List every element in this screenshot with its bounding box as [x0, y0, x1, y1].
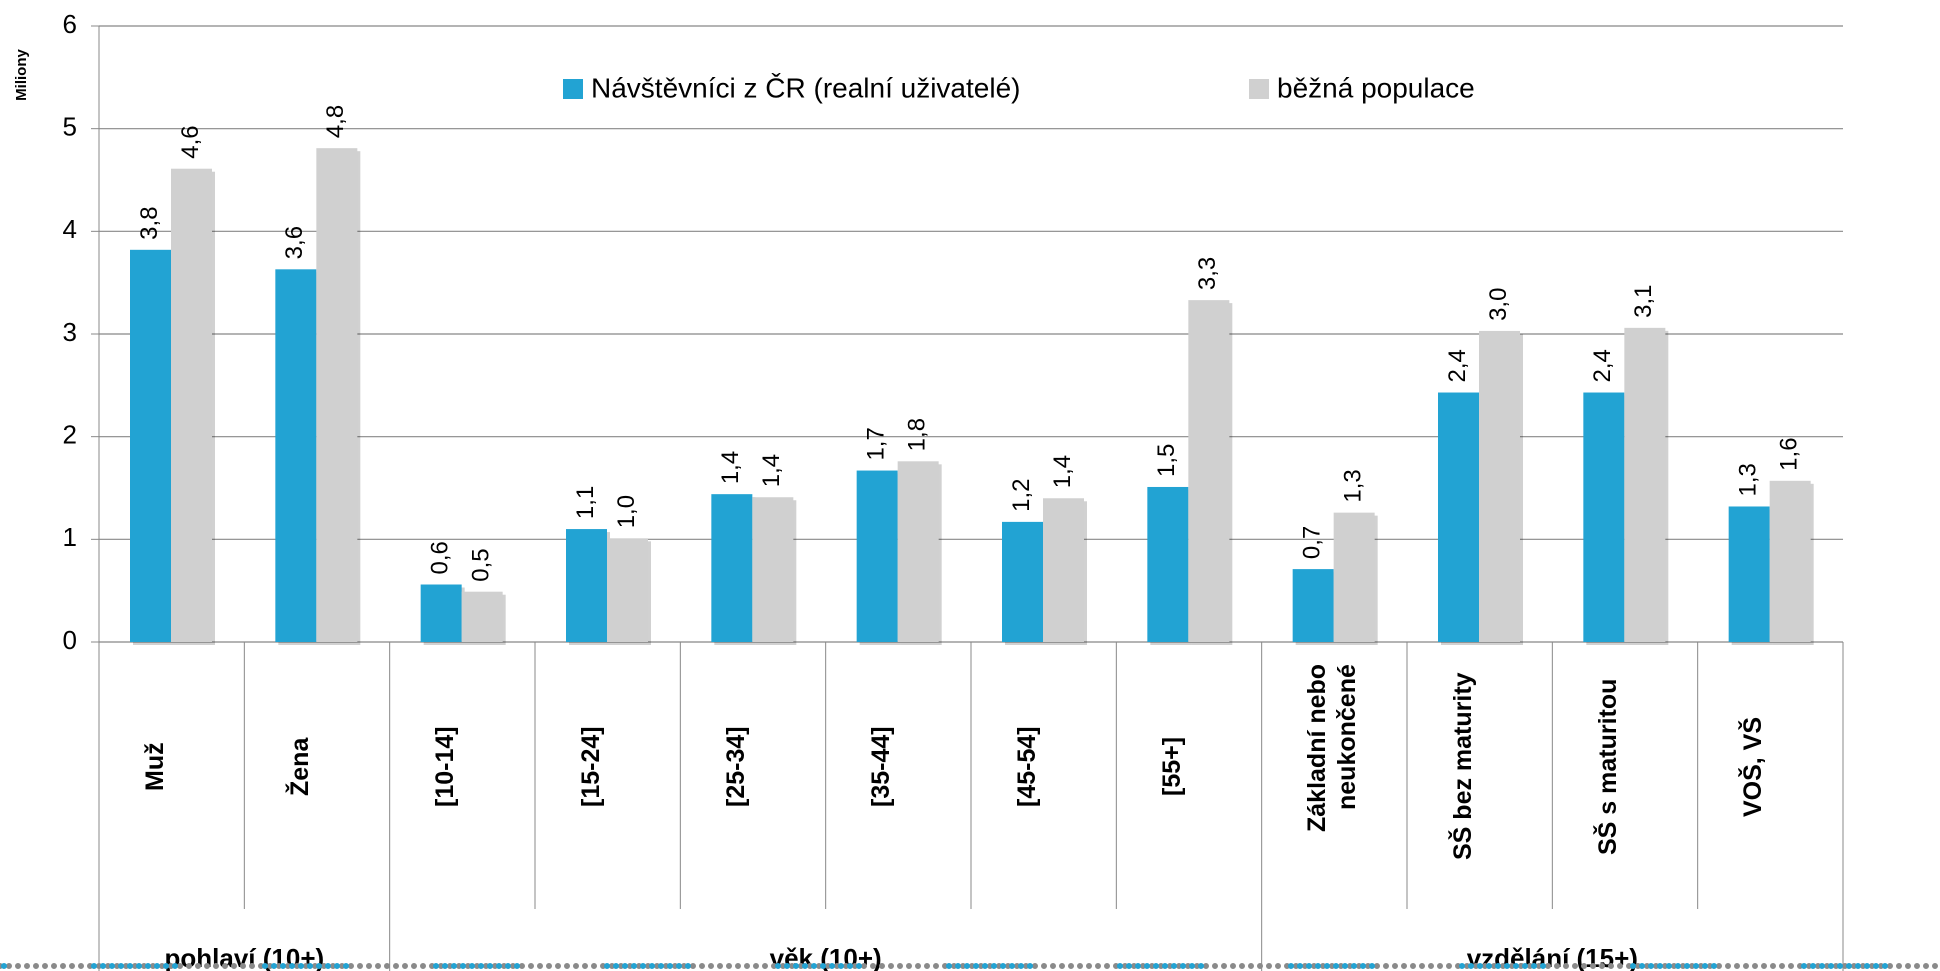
bar	[1188, 300, 1230, 642]
bar	[1438, 392, 1479, 642]
data-label: 2,4	[1444, 349, 1471, 382]
x-tick-label: Základní nebo neukončené	[1303, 664, 1362, 833]
x-tick-label: [25-34]	[722, 726, 750, 807]
bar	[171, 168, 212, 642]
bar	[461, 591, 503, 642]
bar	[1728, 506, 1770, 642]
x-tick-label: Žena	[286, 737, 314, 796]
data-label: 3,1	[1630, 284, 1657, 317]
bar	[1479, 330, 1520, 642]
data-label: 1,7	[863, 427, 890, 460]
x-tick-label: [35-44]	[867, 726, 896, 807]
data-label: 3,3	[1194, 257, 1221, 290]
legend-label: Návštěvníci z ČR (realní uživatelé)	[591, 72, 1020, 103]
bar	[1583, 392, 1625, 642]
data-label: 1,1	[572, 486, 599, 519]
legend-label: běžná populace	[1277, 72, 1475, 103]
data-label: 3,8	[136, 206, 163, 239]
data-label: 1,3	[1340, 469, 1367, 502]
bar	[275, 269, 317, 642]
bar	[897, 461, 939, 642]
y-axis-label: Miliony	[13, 49, 30, 101]
data-label: 1,5	[1153, 444, 1180, 477]
legend-swatch	[563, 79, 583, 99]
x-tick-label: [45-54]	[1012, 726, 1041, 807]
bar	[1624, 327, 1666, 642]
bar	[1769, 480, 1811, 642]
bar	[1147, 486, 1189, 642]
data-label: 1,4	[1049, 455, 1076, 488]
y-tick-label: 3	[63, 317, 77, 347]
y-tick-label: 6	[63, 9, 77, 39]
data-label: 1,8	[904, 418, 931, 451]
bar	[566, 529, 607, 642]
x-tick-label: SŠ s maturitou	[1594, 678, 1622, 855]
data-label: 1,6	[1776, 437, 1803, 470]
data-label: 4,6	[177, 125, 204, 158]
bar	[607, 538, 648, 642]
data-label: 0,5	[468, 548, 495, 581]
bar	[1292, 569, 1334, 642]
data-label: 0,7	[1299, 526, 1326, 559]
data-label: 1,4	[717, 451, 744, 484]
bar	[420, 584, 462, 642]
data-label: 1,3	[1735, 463, 1762, 496]
bar	[856, 470, 898, 642]
x-tick-label: [10-14]	[431, 726, 460, 807]
data-label: 3,6	[281, 226, 308, 259]
bar	[316, 148, 358, 642]
data-label: 4,8	[322, 105, 349, 138]
bar	[130, 249, 171, 642]
legend-swatch	[1249, 79, 1269, 99]
bar	[711, 494, 753, 642]
y-tick-label: 2	[63, 420, 77, 450]
data-label: 1,4	[758, 454, 785, 487]
y-tick-label: 1	[63, 522, 77, 552]
y-tick-label: 4	[63, 214, 77, 244]
data-label: 0,6	[427, 541, 454, 574]
x-tick-label: Muž	[140, 742, 169, 791]
x-tick-label: [55+]	[1158, 736, 1186, 797]
data-label: 1,2	[1008, 479, 1035, 512]
bar	[1333, 512, 1375, 642]
y-tick-label: 0	[63, 625, 77, 655]
x-tick-label: [15-24]	[576, 726, 605, 807]
data-label: 2,4	[1589, 349, 1616, 382]
x-tick-label: SŠ bez maturity	[1448, 672, 1477, 861]
x-tick-label: VOŠ, VŠ	[1739, 716, 1768, 817]
data-label: 1,0	[613, 495, 640, 528]
bar	[1002, 521, 1043, 642]
bar	[1043, 498, 1084, 642]
y-tick-label: 5	[63, 112, 77, 142]
bar	[752, 497, 794, 642]
data-label: 3,0	[1485, 288, 1512, 321]
